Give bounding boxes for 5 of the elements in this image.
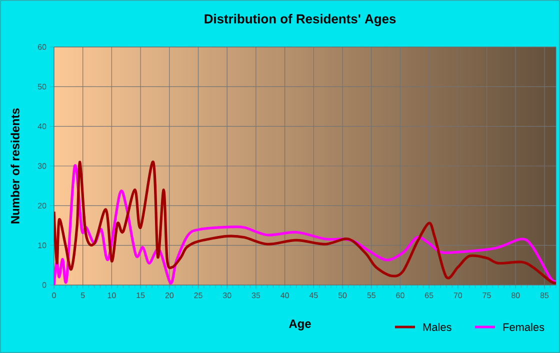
chart-title: Distribution of Residents' Ages [204, 14, 396, 26]
legend-label: Females [503, 322, 544, 332]
legend-label: Males [423, 322, 452, 332]
x-axis-title: Age [289, 320, 311, 330]
y-axis-title: Number of residents [10, 108, 20, 224]
